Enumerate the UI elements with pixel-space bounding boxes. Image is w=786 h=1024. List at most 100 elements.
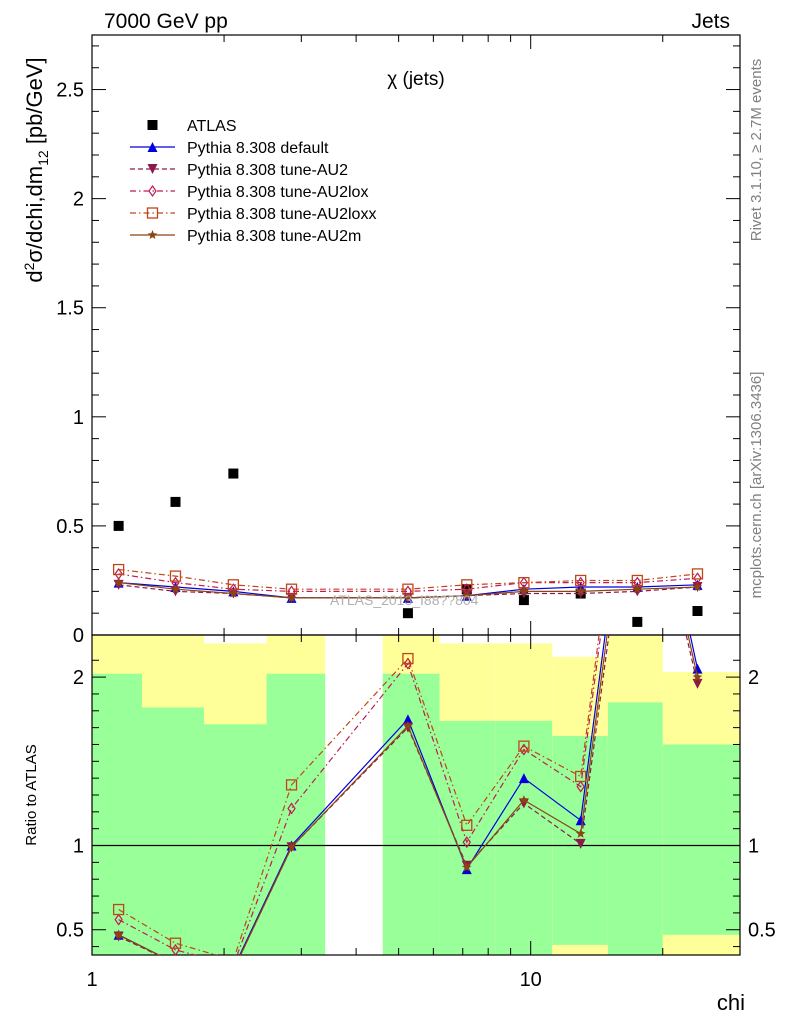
- ratio-series-3-point: [402, 652, 414, 665]
- main-series-4-line: [118, 568, 698, 590]
- ratio-y-tick-label-right: 2: [748, 667, 759, 689]
- ratio-ylabel: Ratio to ATLAS: [23, 744, 40, 845]
- main-series-5-point: [170, 584, 181, 594]
- legend-label: Pythia 8.308 tune-AU2loxx: [187, 206, 376, 223]
- main-series-5-point: [692, 582, 703, 591]
- main-ylabel: d2σ/dchi,dm12 [pb/GeV]: [21, 57, 51, 282]
- main-panel-series: [112, 468, 704, 627]
- ratio-series-3-point: [285, 779, 298, 791]
- band-green: [92, 673, 142, 955]
- main-series-0-point: [170, 496, 181, 507]
- ratio-series-4-point: [286, 842, 297, 852]
- ratio-series-0-point: [518, 773, 529, 784]
- y-tick-label: 0.5: [56, 516, 84, 538]
- chart-title: χ (jets): [387, 69, 444, 90]
- legend-marker: [147, 164, 158, 174]
- band-green: [495, 720, 553, 955]
- main-series-3-line: [118, 573, 698, 593]
- ratio-series-1-point: [575, 838, 586, 849]
- mcplots-label: mcplots.cern.ch [arXiv:1306.3436]: [748, 372, 765, 599]
- watermark: ATLAS_2013_I88??804: [330, 592, 479, 608]
- ratio-series-0-point: [402, 714, 413, 725]
- legend-label: Pythia 8.308 tune-AU2: [187, 162, 348, 179]
- main-series-4-point: [461, 579, 473, 591]
- y-tick-label: 1.5: [56, 298, 84, 320]
- band-green: [607, 702, 663, 955]
- main-series-4-point: [112, 563, 125, 576]
- ratio-series-4-line: [118, 635, 699, 955]
- ratio-series-2-point: [114, 913, 123, 926]
- ratio-series-1-point: [692, 678, 703, 689]
- main-series-0-point: [692, 606, 703, 616]
- main-series-0-point: [228, 468, 239, 479]
- ratio-series-4-point: [519, 795, 529, 805]
- ratio-series-2-point: [462, 836, 472, 849]
- ratio-series-3-point: [461, 819, 473, 831]
- legend-marker: [146, 207, 159, 219]
- main-series-5-line: [118, 582, 698, 599]
- main-series-0-point: [402, 608, 413, 619]
- ratio-series-4-point: [575, 828, 586, 838]
- ratio-y-tick-label-right: 0.5: [748, 920, 776, 942]
- y-tick-label: 0: [73, 625, 84, 647]
- ratio-y-tick-label: 1: [73, 836, 84, 858]
- header-left: 7000 GeV pp: [104, 10, 228, 33]
- band-yellow-low: [662, 934, 740, 955]
- main-series-2-line: [118, 584, 698, 599]
- main-series-0-point: [518, 595, 529, 606]
- main-series-5-point: [519, 586, 529, 596]
- band-green: [662, 744, 740, 955]
- main-series-4-point: [169, 570, 182, 582]
- band-green: [266, 673, 326, 955]
- main-series-5-point: [575, 586, 586, 596]
- rivet-label: Rivet 3.1.10, ≥ 2.7M events: [748, 59, 765, 242]
- legend-label: Pythia 8.308 tune-AU2lox: [187, 184, 368, 201]
- main-series-5-point: [462, 590, 472, 600]
- ratio-series-3-point: [112, 903, 125, 916]
- ratio-panel-series: [112, 635, 703, 956]
- main-series-5-point: [228, 588, 239, 598]
- main-series-5-point: [286, 592, 297, 602]
- ratio-series-0-line: [118, 635, 699, 955]
- ratio-uncertainty-bands: [92, 635, 740, 955]
- ratio-series-3-point: [169, 937, 182, 949]
- legend: ATLAS Pythia 8.308 default Pythia 8.308 tu…: [130, 118, 376, 245]
- legend-marker: [147, 230, 158, 239]
- ratio-y-tick-label: 2: [73, 667, 84, 689]
- ratio-series-2-point: [403, 657, 413, 670]
- main-series-0-point: [632, 616, 643, 627]
- main-series-5-point: [113, 577, 124, 587]
- y-tick-label: 2.5: [56, 80, 84, 102]
- ratio-series-2-point: [287, 802, 296, 815]
- ratio-series-2-point: [576, 780, 585, 793]
- main-series-4-point: [575, 574, 587, 587]
- legend-label: Pythia 8.308 default: [187, 140, 329, 157]
- ratio-series-4-point: [692, 672, 703, 682]
- x-axis-label: chi: [717, 990, 745, 1015]
- legend-marker: [147, 142, 158, 152]
- ratio-series-4-point: [462, 862, 472, 872]
- main-series-4-point: [691, 568, 704, 580]
- legend-label: ATLAS: [187, 118, 237, 135]
- ratio-y-tick-label-right: 1: [748, 836, 759, 858]
- ratio-series-2-line: [118, 635, 602, 955]
- legend-marker: [147, 120, 158, 130]
- main-series-5-point: [632, 584, 643, 594]
- ratio-series-0-point: [575, 815, 586, 826]
- ratio-series-3-point: [518, 740, 530, 752]
- ratio-y-tick-label: 0.5: [56, 920, 84, 942]
- ratio-series-3-line: [118, 635, 600, 955]
- y-tick-label: 2: [73, 189, 84, 211]
- legend-label: Pythia 8.308 tune-AU2m: [187, 228, 361, 245]
- legend-marker: [148, 184, 157, 198]
- band-green: [382, 673, 440, 955]
- x-tick-label: 10: [520, 969, 542, 991]
- main-series-5-point: [403, 592, 413, 602]
- ratio-series-4-point: [113, 929, 124, 939]
- ratio-series-3-point: [575, 770, 587, 783]
- y-tick-label: 1: [73, 407, 84, 429]
- band-green: [141, 707, 204, 955]
- main-series-0-point: [113, 520, 124, 531]
- band-yellow-low: [552, 944, 608, 955]
